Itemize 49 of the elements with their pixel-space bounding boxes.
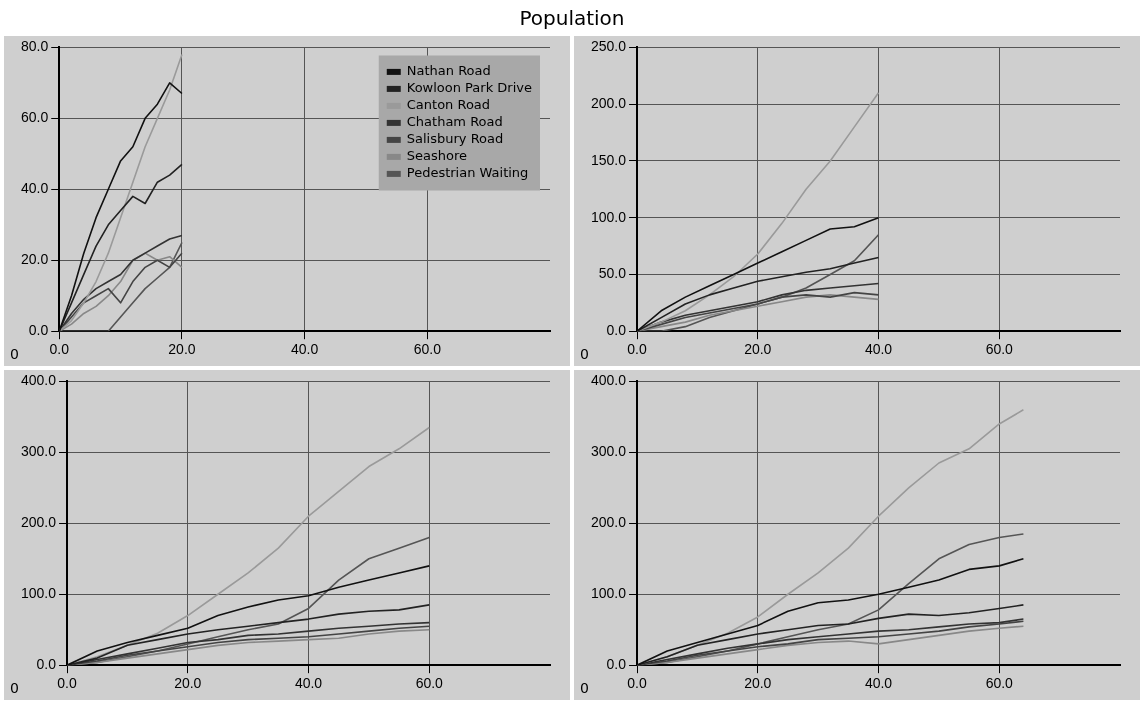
x-tick-label: 0.0 (627, 341, 647, 358)
x-tick-label: 20.0 (744, 341, 772, 358)
y-tick-label: 400.0 (20, 372, 57, 389)
text: 0 (580, 679, 589, 696)
y-tick-label: 150.0 (590, 151, 627, 168)
y-tick-label: 40.0 (21, 180, 49, 197)
y-tick-label: 200.0 (590, 95, 627, 112)
text: 0 (580, 345, 589, 362)
y-tick-label: 50.0 (598, 265, 627, 282)
x-tick-label: 60.0 (985, 675, 1014, 692)
x-tick-label: 60.0 (413, 341, 442, 358)
y-tick-label: 100.0 (590, 208, 627, 225)
y-tick-label: 0.0 (28, 322, 49, 339)
chart-title: Population (518, 5, 626, 32)
x-tick-label: 0.0 (49, 341, 70, 358)
text: 0 (10, 345, 19, 362)
x-tick-label: 60.0 (985, 341, 1014, 358)
y-tick-label: 300.0 (20, 443, 57, 460)
legend-label: Chatham Road (406, 114, 503, 130)
x-tick-label: 0.0 (57, 675, 77, 692)
x-tick-label: 40.0 (864, 675, 893, 692)
y-tick-label: 20.0 (21, 251, 49, 268)
x-tick-label: 0.0 (627, 675, 647, 692)
y-tick-label: 0.0 (606, 322, 627, 339)
y-tick-label: 80.0 (21, 38, 49, 55)
y-tick-label: 200.0 (590, 514, 627, 531)
x-tick-label: 20.0 (744, 675, 772, 692)
x-tick-label: 20.0 (174, 675, 202, 692)
legend-label: Pedestrian Waiting (406, 165, 529, 181)
y-tick-label: 250.0 (590, 38, 627, 55)
y-tick-label: 400.0 (590, 372, 627, 389)
y-tick-label: 0.0 (36, 656, 57, 673)
legend-label: Kowloon Park Drive (406, 80, 533, 96)
y-tick-label: 200.0 (20, 514, 57, 531)
y-tick-label: 60.0 (21, 109, 49, 126)
y-tick-label: 300.0 (590, 443, 627, 460)
y-tick-label: 0.0 (606, 656, 627, 673)
y-tick-label: 100.0 (20, 585, 57, 602)
legend-label: Nathan Road (406, 63, 491, 79)
y-tick-label: 100.0 (590, 585, 627, 602)
x-tick-label: 40.0 (864, 341, 893, 358)
x-tick-label: 40.0 (294, 675, 323, 692)
x-tick-label: 60.0 (415, 675, 444, 692)
legend-label: Seashore (406, 148, 468, 164)
x-tick-label: 20.0 (168, 341, 196, 358)
legend-label: Salisbury Road (406, 131, 504, 147)
legend-label: Canton Road (406, 97, 491, 113)
text: 0 (10, 679, 19, 696)
x-tick-label: 40.0 (291, 341, 319, 358)
